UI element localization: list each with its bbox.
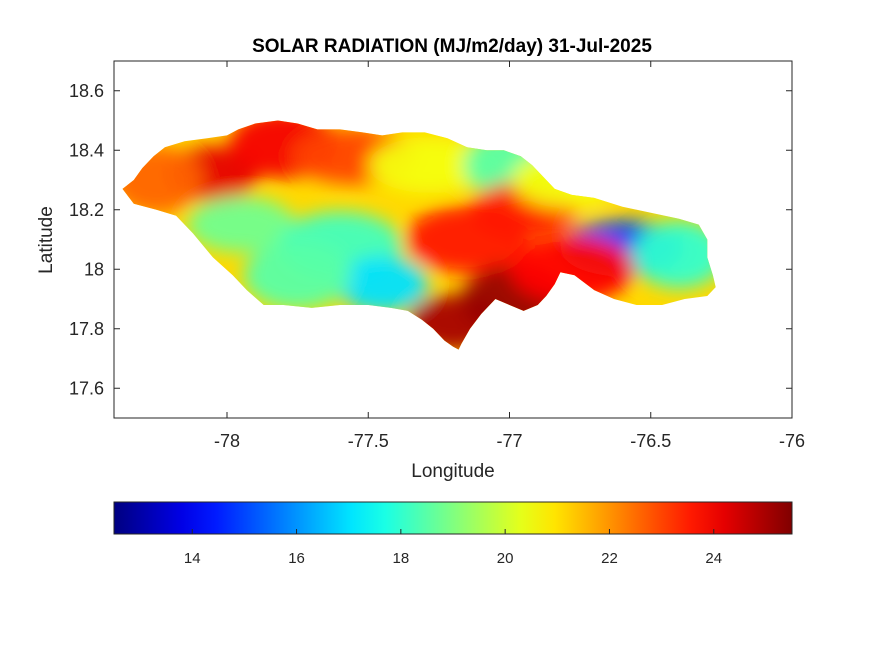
colorbar-tick-label: 24 — [705, 550, 722, 567]
y-tick-label: 17.6 — [69, 378, 104, 398]
colorbar-gradient — [113, 501, 793, 535]
y-tick-label: 17.8 — [69, 319, 104, 339]
x-tick-label: -78 — [214, 431, 240, 451]
colorbar-tick-label: 14 — [184, 550, 201, 567]
y-tick-label: 18.2 — [69, 200, 104, 220]
x-tick-label: -76 — [779, 431, 805, 451]
heatmap-region — [336, 256, 429, 313]
x-axis-label: Longitude — [411, 461, 494, 482]
y-axis: 17.6 17.8 18 18.2 18.4 18.6 — [69, 81, 792, 398]
y-tick-label: 18.6 — [69, 81, 104, 101]
x-tick-label: -76.5 — [630, 431, 671, 451]
colorbar-tick-label: 18 — [393, 550, 410, 567]
y-axis-label: Latitude — [36, 206, 57, 274]
colorbar: 14 16 18 20 22 24 — [113, 501, 793, 567]
colorbar-tick-label: 16 — [288, 550, 305, 567]
map-plot-area: -78 -77.5 -77 -76.5 -76 17.6 17.8 18 18.2 18.4 18… — [69, 60, 805, 451]
plot-frame — [113, 60, 793, 419]
x-tick-label: -77.5 — [348, 431, 389, 451]
colorbar-tick-label: 20 — [497, 550, 514, 567]
heatmap-region — [509, 235, 634, 304]
heatmap-region — [368, 137, 493, 194]
x-tick-label: -77 — [496, 431, 522, 451]
heatmap-region — [405, 205, 530, 274]
y-tick-label: 18 — [84, 259, 104, 279]
x-axis: -78 -77.5 -77 -76.5 -76 — [214, 61, 805, 451]
heatmap-region — [633, 220, 716, 289]
chart-title: SOLAR RADIATION (MJ/m2/day) 31-Jul-2025 — [252, 36, 652, 57]
heatmap-region — [243, 241, 352, 310]
heatmap-region — [187, 196, 296, 253]
y-tick-label: 18.4 — [69, 140, 104, 160]
colorbar-tick-label: 22 — [601, 550, 618, 567]
